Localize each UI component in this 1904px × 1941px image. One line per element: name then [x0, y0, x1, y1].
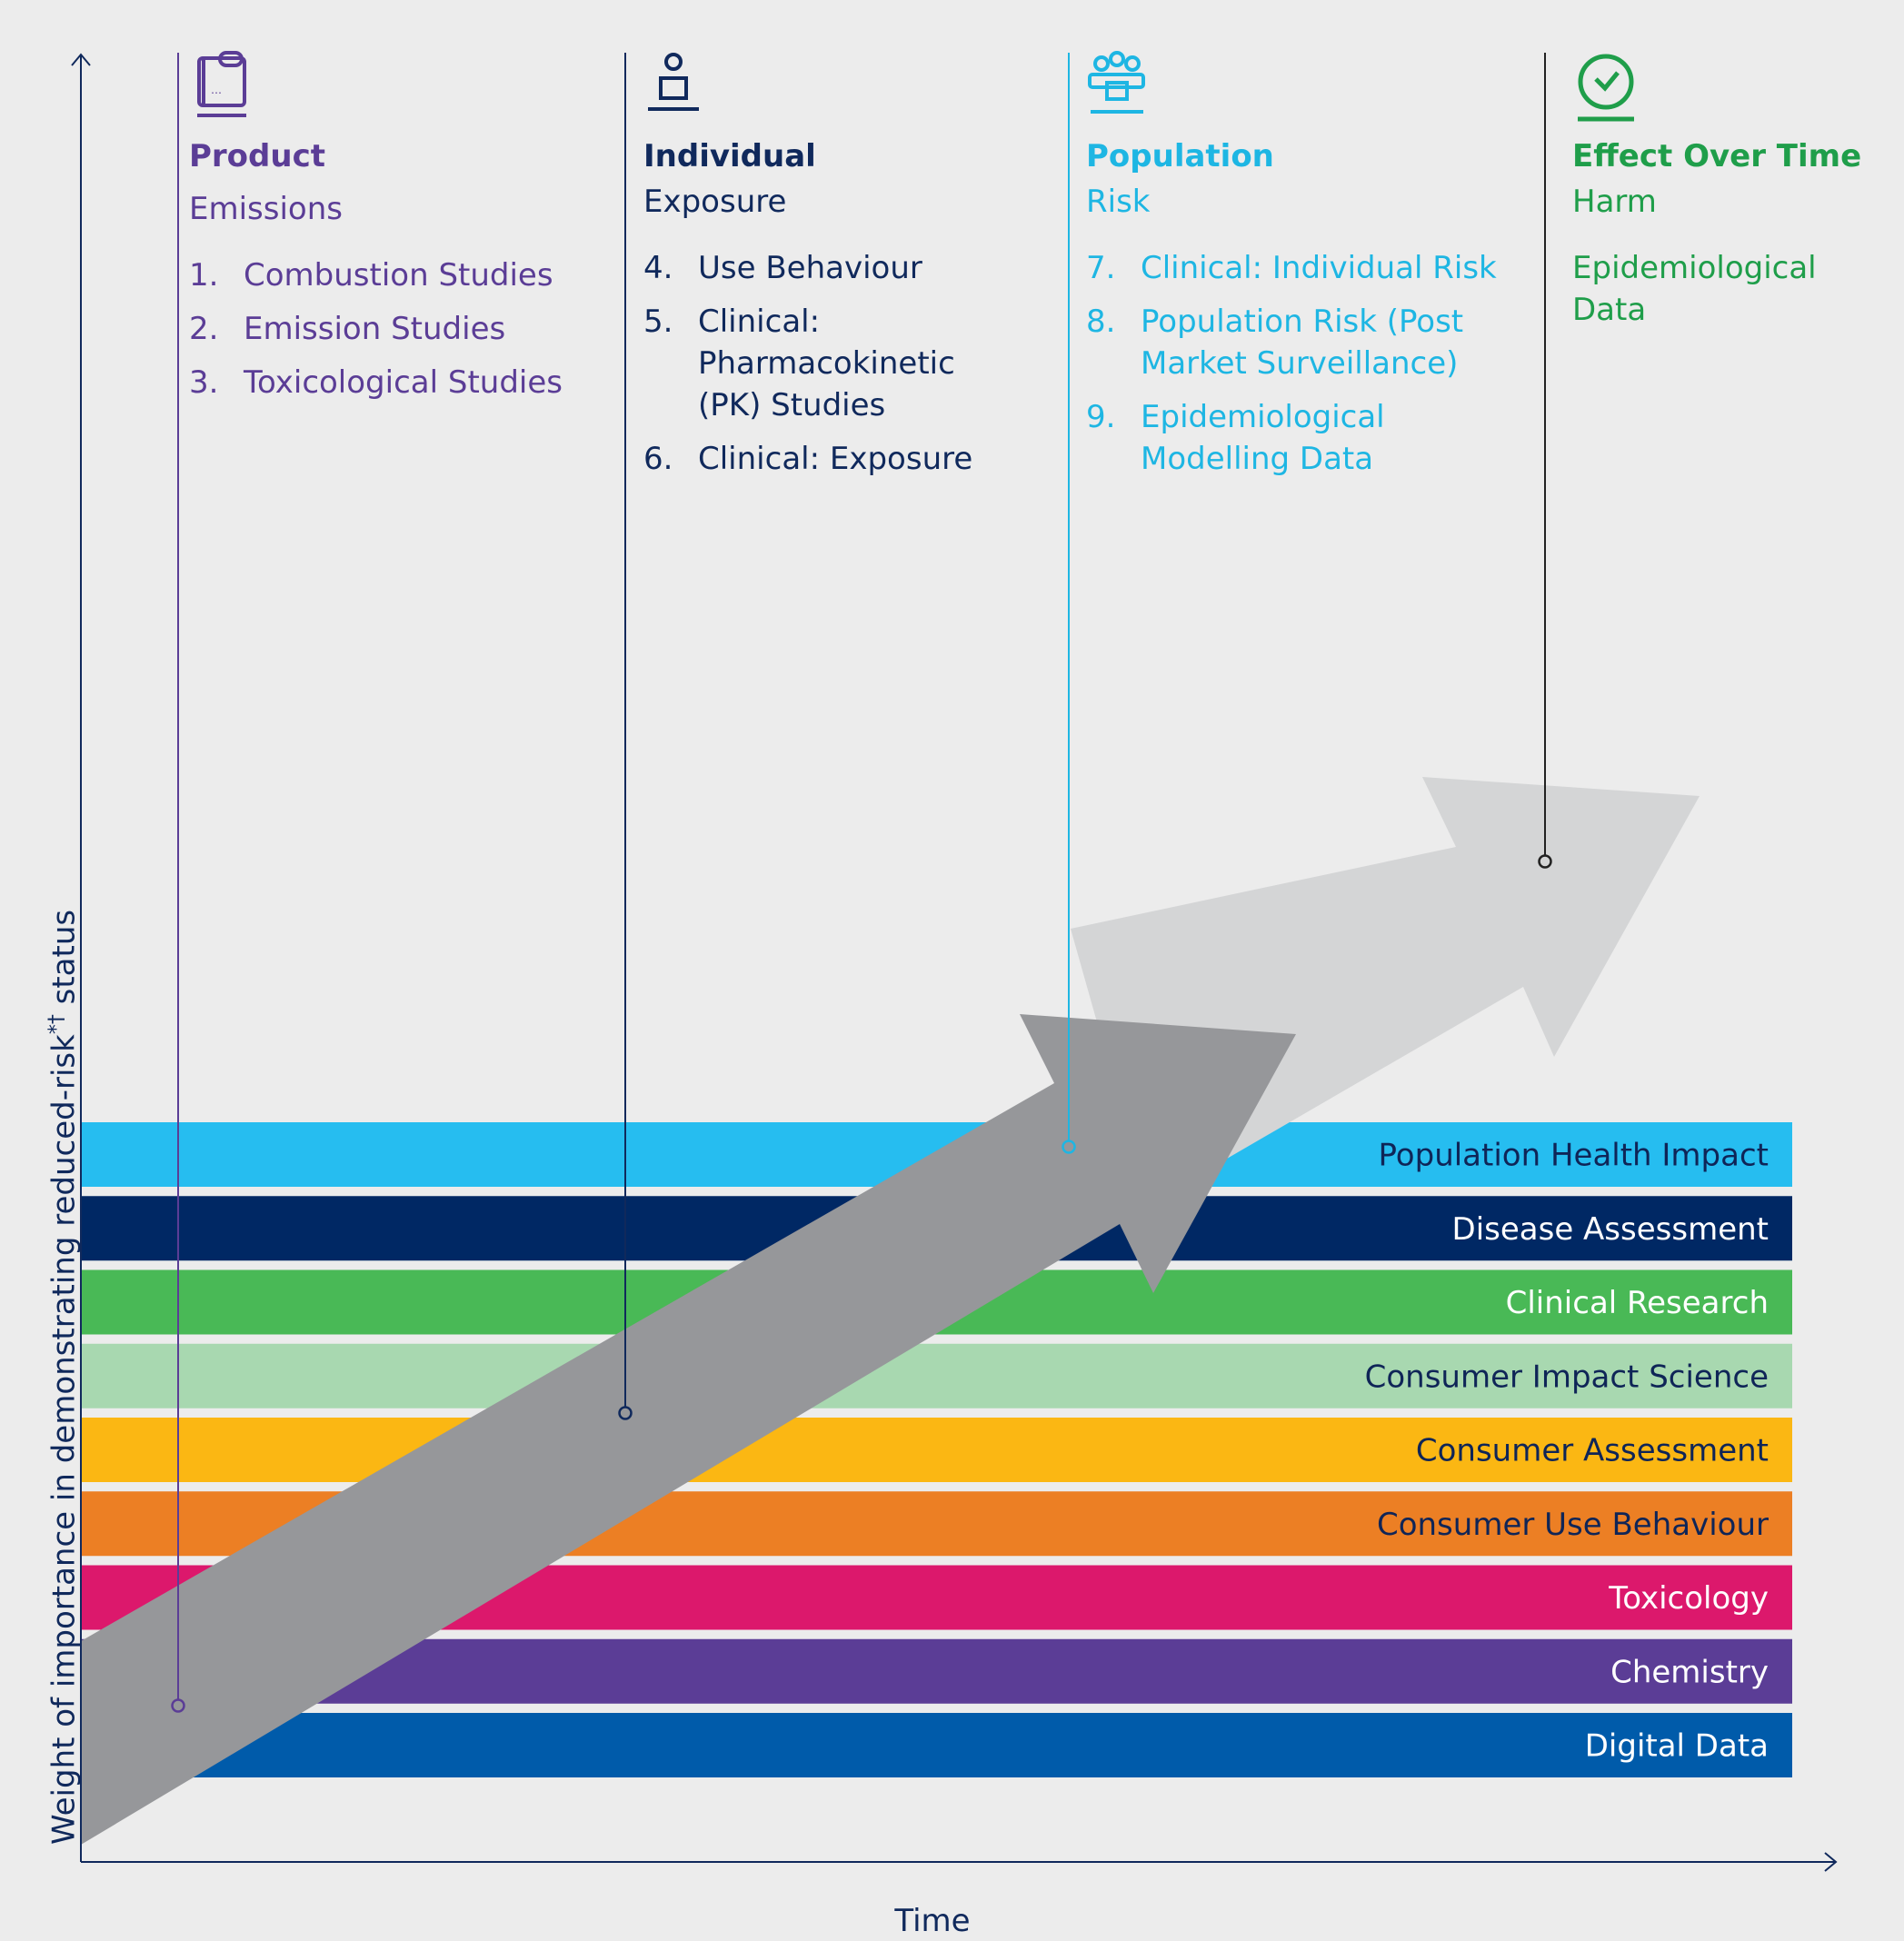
- y-axis-label: Weight of importance in demonstrating re…: [45, 1034, 83, 1845]
- study-name: Population Risk (Post Market Surveillanc…: [1141, 304, 1464, 382]
- study-list-item: 3. Toxicological Studies: [189, 362, 598, 403]
- band-label: Disease Assessment: [1452, 1211, 1769, 1248]
- x-axis-arrowhead: [1824, 1852, 1838, 1872]
- y-axis-label-sup: *†: [45, 1014, 68, 1035]
- study-name: Clinical: Exposure: [698, 441, 973, 477]
- axes: [71, 53, 1838, 1872]
- column-subtitle: Exposure: [643, 184, 787, 220]
- study-name: Emission Studies: [244, 311, 506, 347]
- svg-text:…: …: [211, 84, 222, 96]
- column-icons: …: [197, 51, 1634, 122]
- column-title: Effect Over Time: [1572, 138, 1862, 174]
- study-list-item: 6. Clinical: Exposure: [643, 438, 1025, 480]
- study-number: 6.: [643, 441, 673, 477]
- band-label: Population Health Impact: [1379, 1138, 1769, 1174]
- column-subtitle: Risk: [1086, 184, 1151, 220]
- band-consumer-assessment: [81, 1418, 1792, 1482]
- study-list-item: 2. Emission Studies: [189, 308, 598, 350]
- study-name: Combustion Studies: [244, 257, 553, 294]
- band-label: Clinical Research: [1506, 1285, 1769, 1321]
- leader-end-marker: [618, 1406, 633, 1420]
- column-subtitle: Harm: [1572, 184, 1657, 220]
- study-number: 9.: [1086, 399, 1116, 435]
- band-label: Toxicology: [1608, 1580, 1769, 1617]
- study-list-item: 7. Clinical: Individual Risk: [1086, 247, 1522, 289]
- band-label: Consumer Use Behaviour: [1377, 1507, 1769, 1543]
- band-label: Digital Data: [1585, 1728, 1769, 1765]
- y-axis-title: Weight of importance in demonstrating re…: [45, 910, 82, 1845]
- column-title: Population: [1086, 138, 1274, 174]
- band-digital-data: [81, 1713, 1792, 1777]
- column-product: Product Emissions 1. Combustion Studies 2. Em…: [189, 136, 598, 415]
- column-individual: Individual Exposure 4. Use Behaviour 5. Clini…: [643, 136, 1025, 492]
- column-effect-over-time: Effect Over Time Harm Epidemiological Data: [1572, 136, 1890, 331]
- study-number: 8.: [1086, 304, 1116, 340]
- column-study-list: 4. Use Behaviour 5. Clinical: Pharmacokinet…: [643, 247, 1025, 480]
- study-list-item: 4. Use Behaviour: [643, 247, 1025, 289]
- person-icon: [648, 53, 699, 111]
- bands-group: [81, 1122, 1792, 1777]
- y-axis-label-end: status: [45, 909, 83, 1015]
- device-icon: …: [197, 51, 246, 117]
- clock-check-icon: [1578, 54, 1634, 122]
- study-list-item: 5. Clinical: Pharmacokinetic (PK) Studies: [643, 301, 1025, 426]
- study-name: Clinical: Pharmacokinetic (PK) Studies: [698, 304, 955, 423]
- study-number: 2.: [189, 311, 219, 347]
- y-axis-arrowhead: [71, 53, 91, 66]
- study-name: Toxicological Studies: [244, 364, 563, 401]
- study-number: 4.: [643, 250, 673, 286]
- study-name: Clinical: Individual Risk: [1141, 250, 1497, 286]
- leader-end-marker: [1062, 1140, 1076, 1154]
- column-population: Population Risk 7. Clinical: Individual Ris…: [1086, 136, 1522, 492]
- study-list-item: 1. Combustion Studies: [189, 254, 598, 296]
- band-consumer-impact-science: [81, 1343, 1792, 1408]
- study-list-item: 9. Epidemiological Modelling Data: [1086, 396, 1522, 480]
- x-axis-label: Time: [894, 1903, 971, 1939]
- column-study-list: 1. Combustion Studies 2. Emission Studies 3.…: [189, 254, 598, 403]
- column-note: Epidemiological Data: [1572, 250, 1817, 328]
- band-label: Consumer Assessment: [1416, 1433, 1769, 1469]
- leader-end-marker: [1538, 854, 1552, 869]
- progress-arrow-dark: [81, 1014, 1296, 1845]
- group-icon: [1088, 51, 1145, 114]
- study-name: Use Behaviour: [698, 250, 922, 286]
- study-number: 1.: [189, 257, 219, 294]
- arrows-group: [81, 777, 1700, 1845]
- study-list-item: 8. Population Risk (Post Market Surveilla…: [1086, 301, 1522, 384]
- leader-end-marker: [171, 1698, 185, 1713]
- column-title: Product: [189, 138, 325, 174]
- column-study-list: 7. Clinical: Individual Risk 8. Population …: [1086, 247, 1522, 480]
- band-label: Consumer Impact Science: [1365, 1359, 1769, 1395]
- column-subtitle: Emissions: [189, 191, 343, 227]
- band-label: Chemistry: [1610, 1654, 1769, 1690]
- column-leader-lines: [171, 53, 1552, 1713]
- study-name: Epidemiological Modelling Data: [1141, 399, 1385, 477]
- study-number: 7.: [1086, 250, 1116, 286]
- band-labels: Population Health Impact Disease Assessme…: [1365, 1138, 1769, 1765]
- study-number: 3.: [189, 364, 219, 401]
- column-title: Individual: [643, 138, 816, 174]
- study-number: 5.: [643, 304, 673, 340]
- x-axis-title: Time: [0, 1901, 1865, 1941]
